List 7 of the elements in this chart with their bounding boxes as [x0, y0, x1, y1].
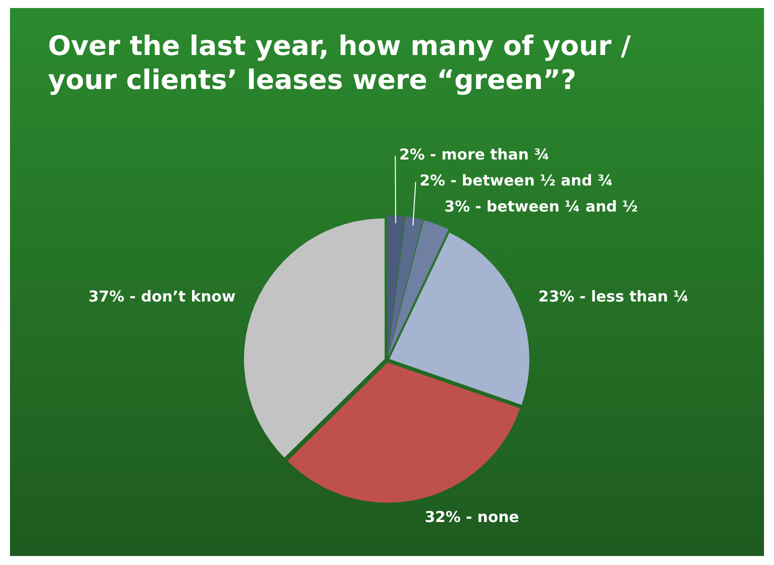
- slice-label: 2% - more than ¾: [399, 146, 550, 164]
- slice-label: 2% - between ½ and ¾: [420, 172, 614, 190]
- slice-label: 37% - don’t know: [88, 287, 236, 306]
- chart-title: Over the last year, how many of your / your clients’ leases were “green”?: [48, 30, 632, 98]
- slice-label: 3% - between ¼ and ½: [444, 198, 638, 216]
- slice-label: 23% - less than ¼: [538, 287, 689, 306]
- slice-label: 32% - none: [424, 508, 520, 526]
